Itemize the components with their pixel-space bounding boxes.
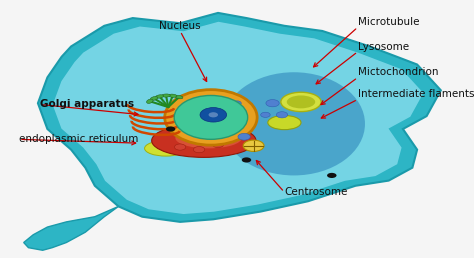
Text: Mictochondrion: Mictochondrion	[358, 67, 438, 77]
Circle shape	[266, 100, 279, 107]
Text: Nucleus: Nucleus	[159, 21, 201, 31]
Circle shape	[327, 173, 337, 178]
Circle shape	[212, 141, 224, 148]
Circle shape	[174, 144, 186, 150]
Ellipse shape	[150, 96, 158, 100]
Ellipse shape	[155, 95, 164, 98]
Circle shape	[200, 108, 227, 122]
Ellipse shape	[168, 94, 177, 97]
Ellipse shape	[175, 128, 242, 148]
Ellipse shape	[165, 90, 257, 145]
Ellipse shape	[152, 124, 256, 157]
Ellipse shape	[287, 95, 315, 108]
Circle shape	[242, 157, 251, 163]
Text: Microtubule: Microtubule	[358, 17, 419, 27]
Circle shape	[276, 112, 288, 118]
Polygon shape	[53, 22, 423, 214]
Circle shape	[261, 112, 270, 117]
Ellipse shape	[281, 92, 321, 111]
Ellipse shape	[146, 99, 153, 103]
Circle shape	[166, 126, 175, 132]
Text: Golgi apparatus: Golgi apparatus	[40, 100, 135, 109]
Text: Centrosome: Centrosome	[284, 187, 348, 197]
Text: Lysosome: Lysosome	[358, 42, 409, 52]
Ellipse shape	[145, 141, 187, 156]
Polygon shape	[38, 13, 441, 222]
Circle shape	[193, 147, 205, 153]
Polygon shape	[24, 206, 119, 250]
Ellipse shape	[175, 95, 183, 99]
Circle shape	[209, 112, 218, 117]
Circle shape	[233, 101, 241, 106]
Text: Intermediate flaments: Intermediate flaments	[358, 89, 474, 99]
Ellipse shape	[223, 72, 365, 175]
Ellipse shape	[162, 94, 170, 97]
Circle shape	[243, 140, 264, 151]
Ellipse shape	[268, 115, 301, 130]
Text: endoplasmic reticulum: endoplasmic reticulum	[19, 134, 138, 144]
Ellipse shape	[174, 95, 247, 139]
Circle shape	[238, 133, 250, 140]
